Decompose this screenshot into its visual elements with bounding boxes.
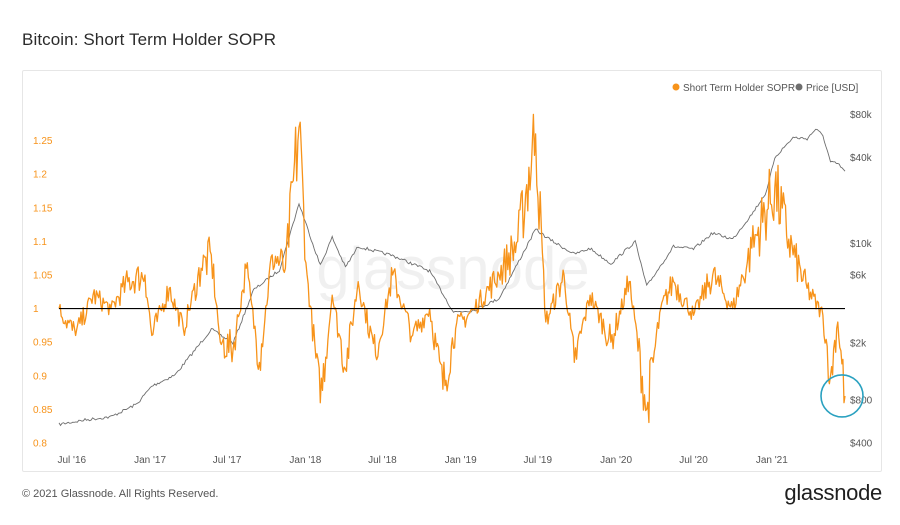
chart-container: glassnode 0.8 0.85 0.9 0.95 1 1.05 1.1 1.15 1.2 1… [22,70,882,472]
left-tick-label: 1.1 [33,237,47,248]
left-tick-label: 1.05 [33,271,53,282]
right-tick-label: $40k [850,153,873,164]
x-tick-label: Jul '18 [368,455,397,466]
x-tick-label: Jan '18 [289,455,321,466]
right-tick-label: $2k [850,339,867,350]
legend-price-label: Price [USD] [806,83,858,94]
left-tick-label: 0.85 [33,405,53,416]
x-tick-label: Jan '20 [600,455,632,466]
legend-item-price[interactable]: Price [USD] [795,83,859,94]
highlight-circle [820,374,864,418]
x-axis: Jul '16 Jan '17 Jul '17 Jan '18 Jul '18 Jan '… [57,455,788,466]
copyright-text: © 2021 Glassnode. All Rights Reserved. [22,488,219,500]
x-tick-label: Jul '17 [213,455,242,466]
page-title: Bitcoin: Short Term Holder SOPR [22,30,277,49]
x-tick-label: Jul '16 [57,455,86,466]
left-tick-label: 0.9 [33,371,47,382]
x-tick-label: Jan '21 [756,455,788,466]
right-tick-label: $400 [850,439,873,450]
left-tick-label: 0.95 [33,338,53,349]
right-tick-label: $80k [850,110,873,121]
right-tick-label: $6k [850,271,867,282]
x-tick-label: Jan '19 [445,455,477,466]
right-axis: $400 $800 $2k $6k $10k $40k $80k [850,110,873,450]
left-tick-label: 1.2 [33,170,47,181]
legend: Short Term Holder SOPR Price [USD] [672,83,859,94]
right-tick-label: $800 [850,395,873,406]
sopr-chart[interactable]: glassnode 0.80.850.90.9511.051.11.151.21… [23,71,881,471]
legend-sopr-dot [672,83,680,91]
left-tick-label: 1.25 [33,136,53,147]
legend-sopr-label: Short Term Holder SOPR [683,83,795,94]
x-tick-label: Jul '20 [679,455,708,466]
glassnode-logo[interactable]: glassnode [784,480,882,505]
price-series-line [58,128,846,427]
x-tick-label: Jul '19 [523,455,552,466]
legend-item-sopr[interactable]: Short Term Holder SOPR [672,83,796,94]
left-tick-label: 1 [33,304,39,315]
right-tick-label: $10k [850,239,873,250]
legend-price-dot [795,83,803,91]
sopr-series-line [58,113,846,424]
x-tick-label: Jan '17 [134,455,166,466]
left-axis: 0.8 0.85 0.9 0.95 1 1.05 1.1 1.15 1.2 1.25 [33,136,53,449]
left-tick-label: 0.8 [33,439,47,450]
left-tick-label: 1.15 [33,203,53,214]
